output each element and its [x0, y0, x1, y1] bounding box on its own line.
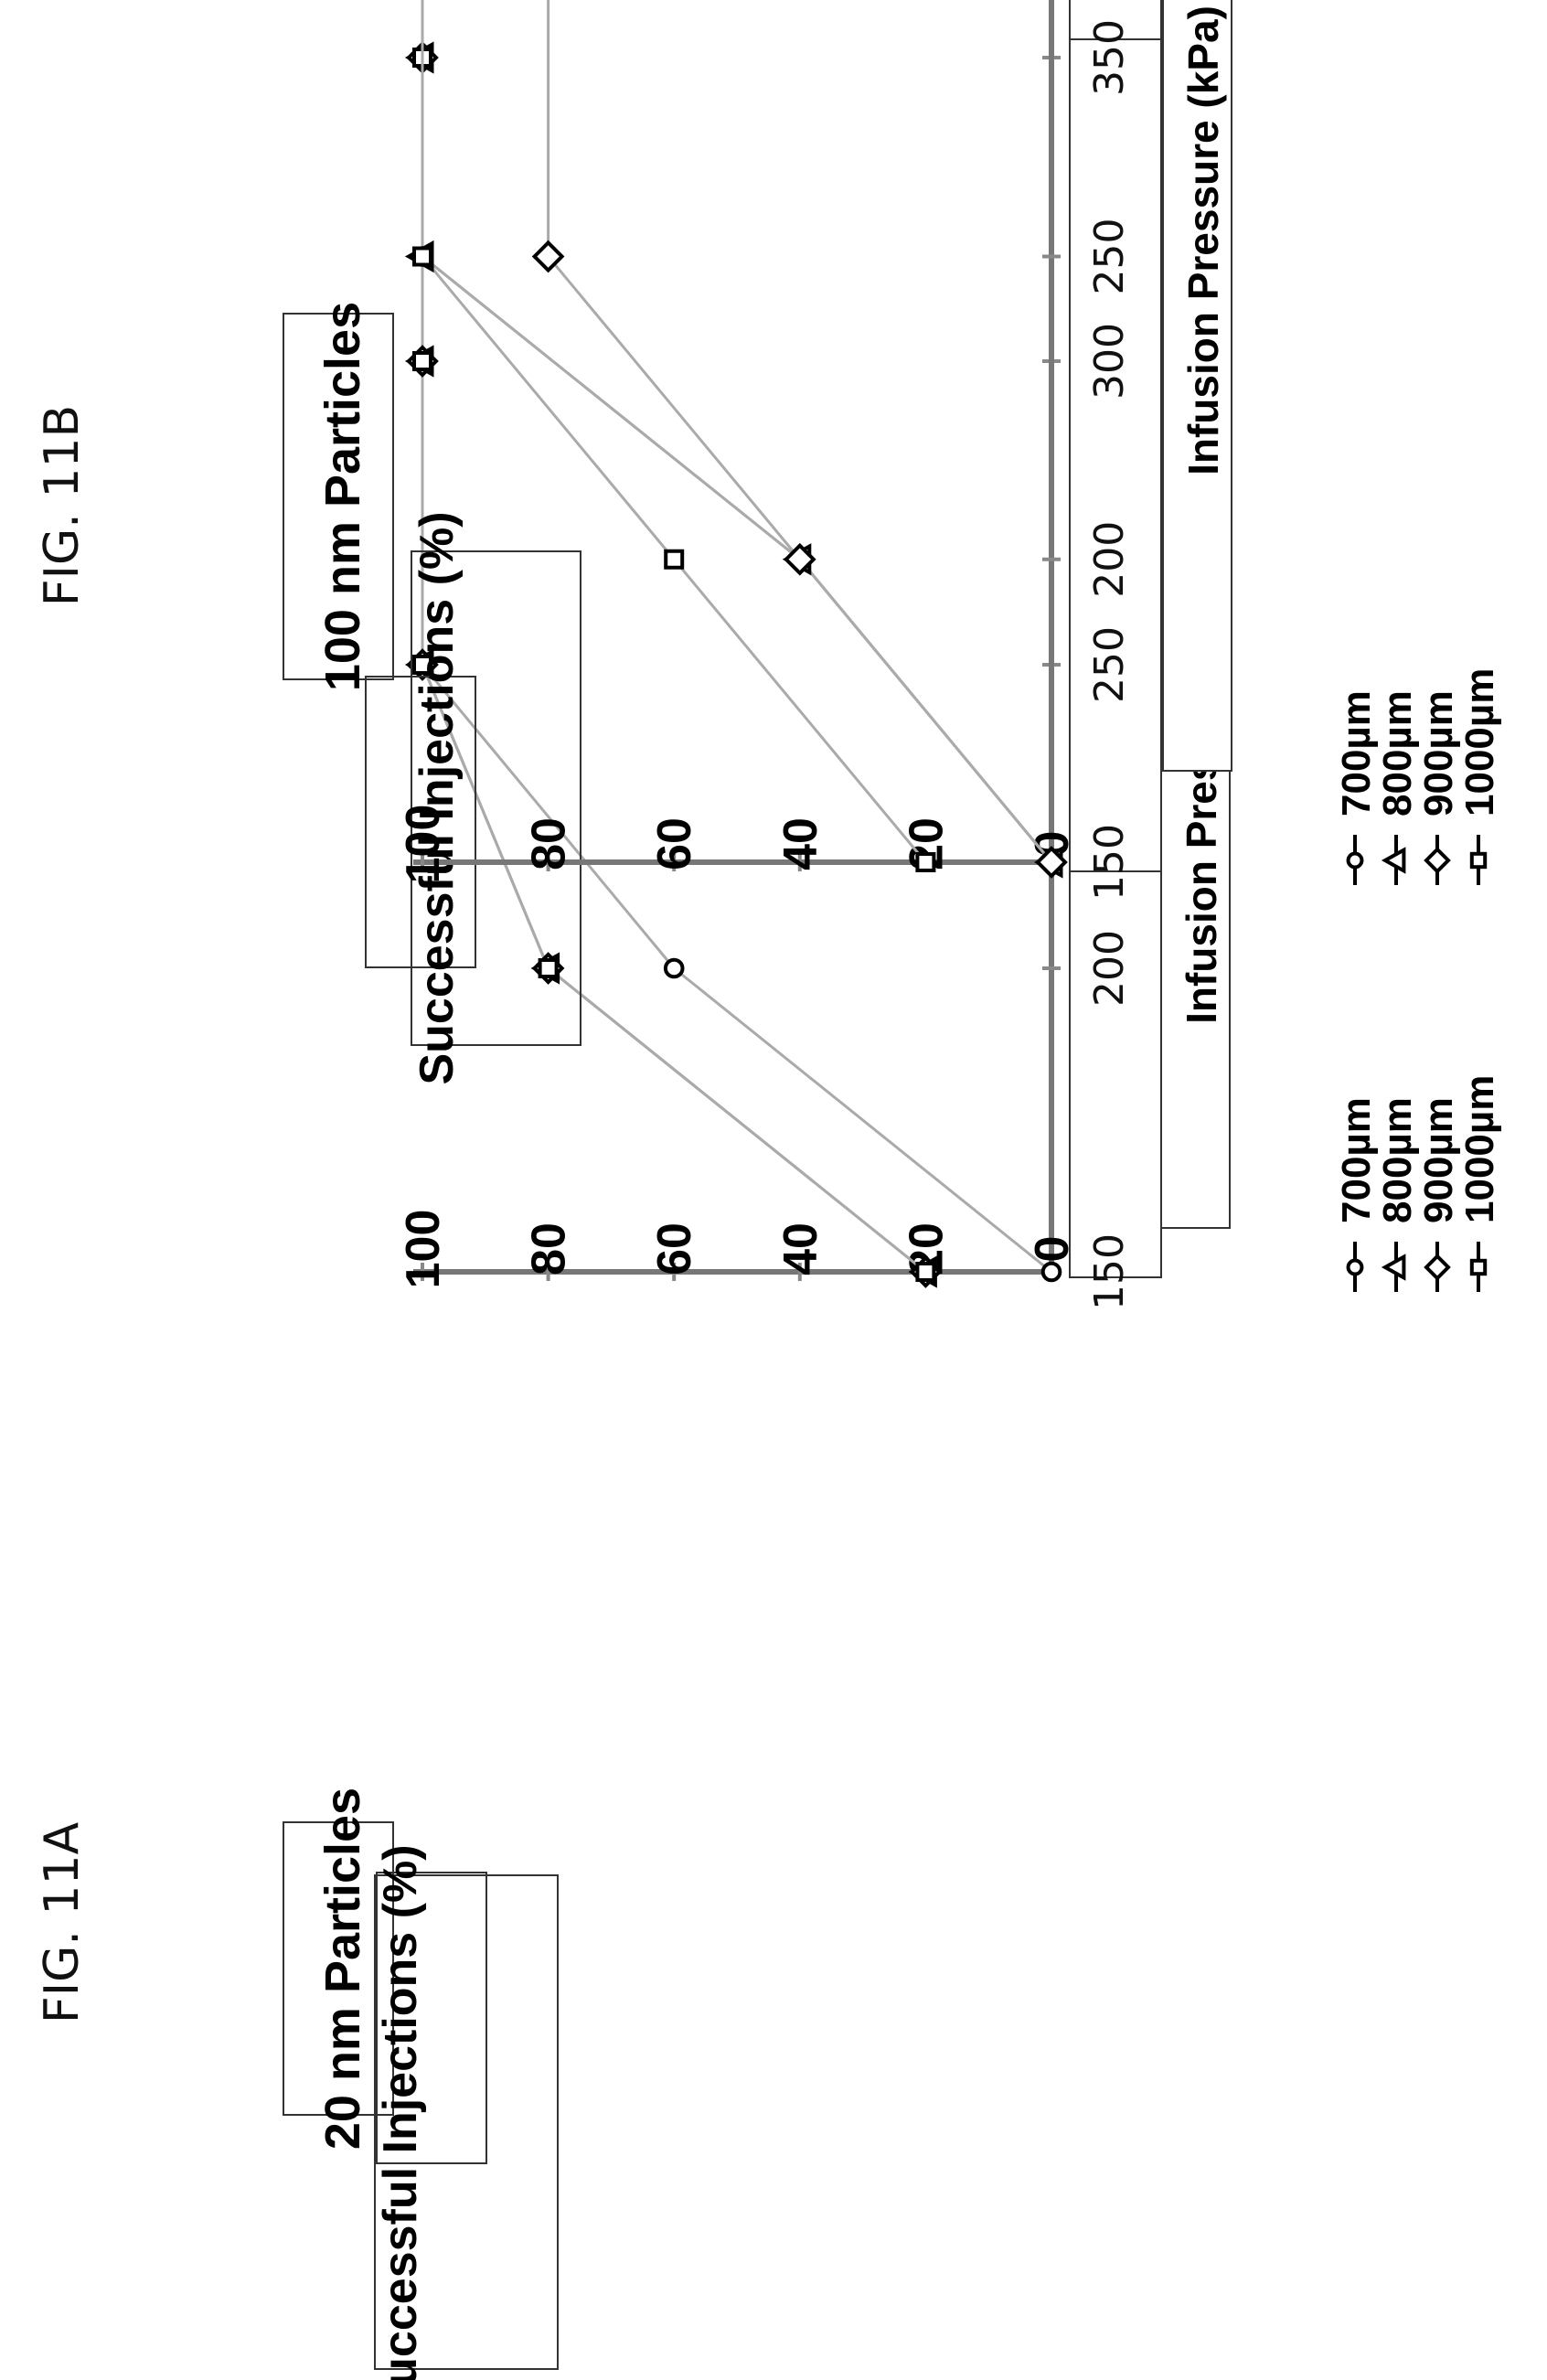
legend-label: 700µm — [1334, 690, 1379, 816]
legend-marker — [1469, 851, 1488, 870]
data-point — [531, 240, 565, 273]
y-tick-label: 100 — [397, 805, 450, 884]
legend-item: 900µm — [1416, 690, 1461, 885]
y-tick-label: 80 — [523, 1222, 576, 1275]
title-box — [283, 313, 394, 680]
data-point — [1040, 1261, 1062, 1283]
legend-item: 1000µm — [1457, 1075, 1502, 1292]
legend-marker — [1381, 847, 1406, 874]
x-tick-label: 200 — [1086, 521, 1133, 598]
series-line-1000µm — [421, 58, 927, 1274]
legend-label: 900µm — [1416, 1097, 1461, 1223]
legend-label: 800µm — [1375, 1097, 1420, 1223]
series-line-700µm — [421, 0, 1053, 863]
chart-fig-11a: FIG. 11A 20 nm Particles Successful Inje… — [35, 19, 1502, 2380]
legend-label: 800µm — [1375, 690, 1420, 816]
axes — [413, 58, 1054, 1275]
series-lines — [421, 0, 1053, 863]
legend-label: 700µm — [1334, 1097, 1379, 1223]
y-tick-label: 60 — [648, 817, 701, 870]
y-tick-label: 40 — [774, 817, 827, 870]
chart-title: 20 nm Particles — [315, 1788, 370, 2150]
ylabel-box — [374, 1874, 559, 2370]
data-point — [664, 549, 685, 570]
legend-marker — [1424, 1254, 1451, 1281]
legend-marker — [1381, 1254, 1406, 1281]
y-tick-box — [376, 1872, 487, 2164]
xlabel-box — [1162, 0, 1232, 772]
series-line-900µm — [547, 0, 1053, 863]
x-tick-label: 150 — [1086, 824, 1133, 901]
fig-11b-label: FIG. 11B — [35, 405, 90, 606]
series-line-800µm — [421, 0, 1053, 863]
data-point — [1035, 846, 1068, 879]
legend-item: 700µm — [1334, 690, 1379, 885]
data-point — [412, 351, 432, 371]
x-tick-label: 250 — [1086, 219, 1133, 295]
chart-fig-11b: FIG. 11B 100 nm Particles Successful Inj… — [35, 0, 1502, 1085]
x-axis-label: Infusion Pressure (kPa) — [1179, 5, 1227, 475]
y-tick-box — [365, 676, 476, 968]
legend-marker — [1346, 851, 1364, 870]
legend-item: 1000µm — [1457, 668, 1502, 885]
y-tick-label: 40 — [774, 1222, 827, 1275]
legend-marker — [1424, 847, 1451, 874]
y-axis-label: Successful Injections (%) — [411, 511, 464, 1084]
y-tick-label: 60 — [648, 1222, 701, 1275]
y-tick-label: 80 — [523, 817, 576, 870]
legend-item: 900µm — [1416, 1097, 1461, 1292]
series-lines — [421, 58, 1052, 1274]
legend-label: 1000µm — [1457, 668, 1502, 816]
legend-label: 900µm — [1416, 690, 1461, 816]
legend-item: 800µm — [1375, 1097, 1420, 1292]
x-tick-label: 250 — [1086, 626, 1133, 703]
data-point — [412, 655, 432, 675]
axes — [413, 0, 1054, 865]
rotated-figure-content: FIG. 11A 20 nm Particles Successful Inje… — [35, 0, 1502, 2380]
x-tick-label: 350 — [1086, 19, 1133, 96]
data-point — [412, 246, 432, 267]
series-line-700µm — [421, 58, 1052, 1274]
fig-11a-label: FIG. 11A — [35, 1821, 90, 2023]
series-line-1000µm — [421, 0, 927, 863]
x-tick-label: 300 — [1086, 323, 1133, 400]
x-tick-label: 200 — [1086, 930, 1133, 1007]
data-point — [663, 957, 685, 979]
x-tick-label: 150 — [1086, 1233, 1133, 1310]
legend-marker — [1346, 1258, 1364, 1276]
title-box — [283, 1821, 394, 2116]
ylabel-box — [411, 550, 581, 1046]
series-line-900µm — [421, 58, 927, 1274]
data-points — [404, 240, 1068, 879]
x-tick-box — [1069, 0, 1162, 872]
data-points — [404, 41, 1062, 1288]
chart-title: 100 nm Particles — [315, 302, 370, 691]
legend-item: 700µm — [1334, 1097, 1379, 1292]
series-line-800µm — [421, 58, 927, 1274]
data-point — [783, 542, 816, 576]
legend-label: 1000µm — [1457, 1075, 1502, 1223]
data-point — [915, 1262, 936, 1282]
data-point — [915, 852, 936, 872]
legend-marker — [1469, 1258, 1488, 1276]
y-axis-label: Successful Injections (%) — [374, 1844, 427, 2380]
y-tick-label: 100 — [397, 1210, 450, 1289]
data-point — [538, 958, 559, 978]
legend-item: 800µm — [1375, 690, 1420, 885]
